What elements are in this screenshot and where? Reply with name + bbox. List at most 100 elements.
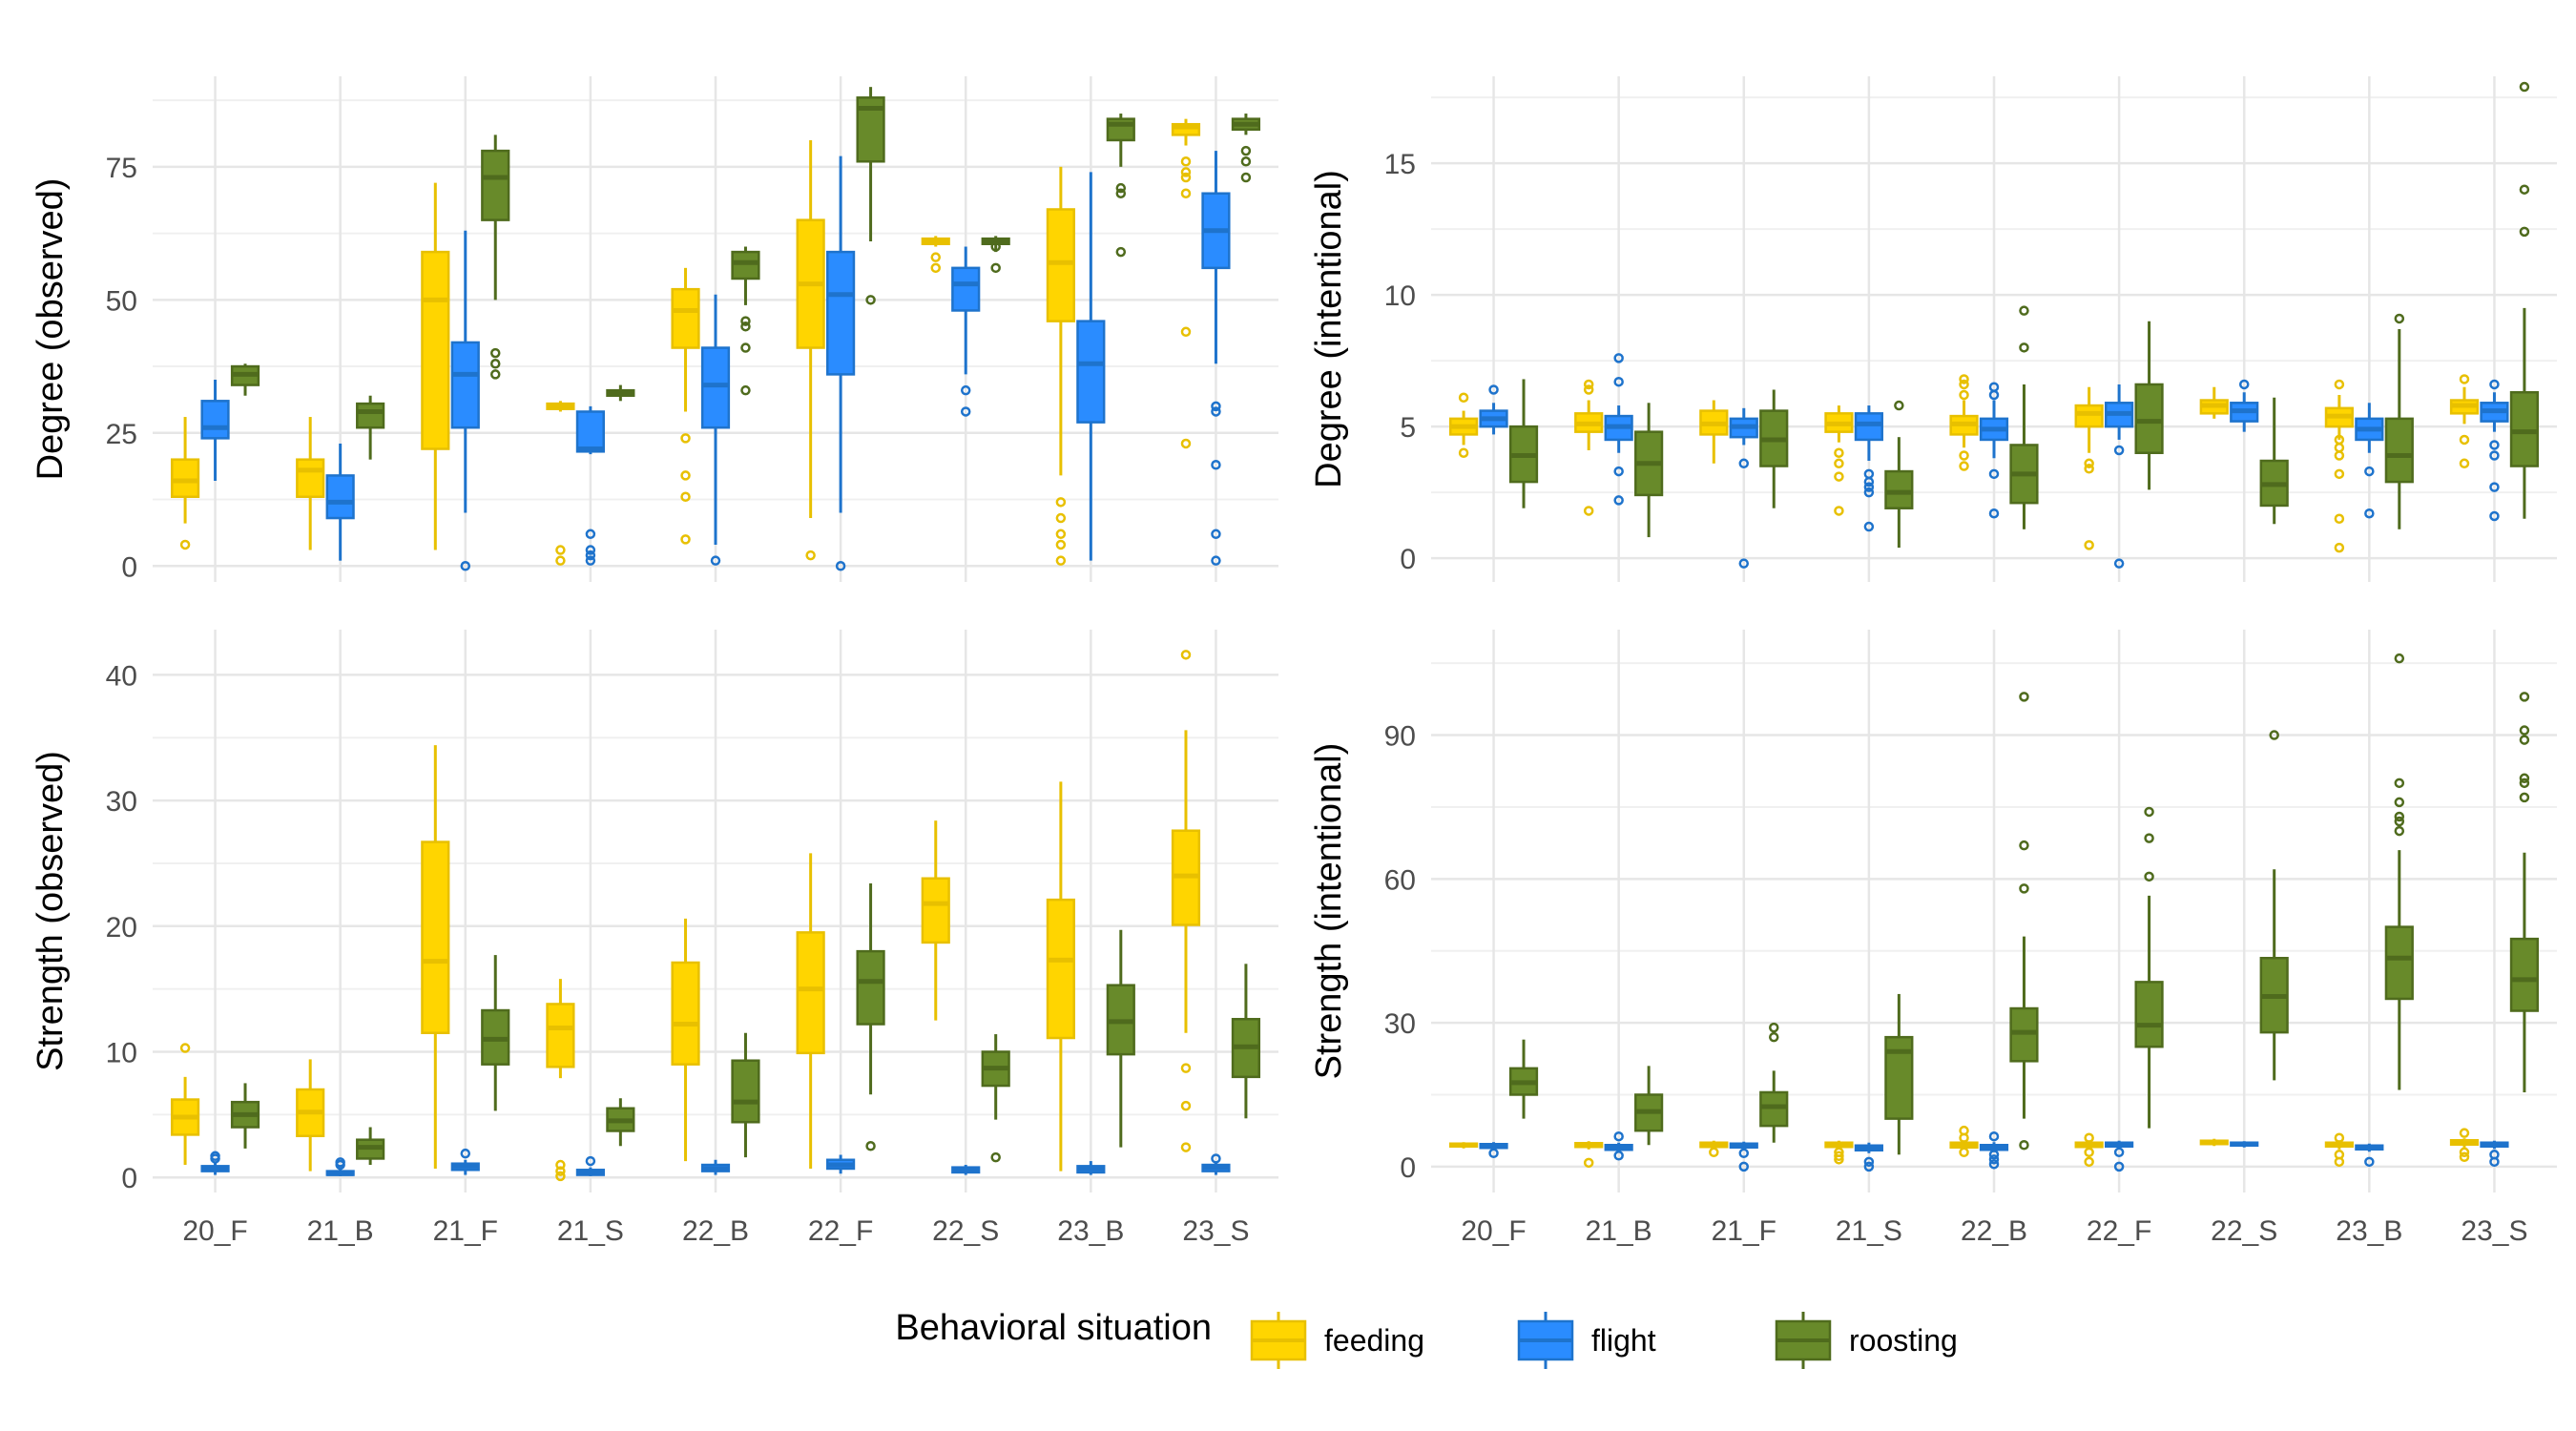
box-feeding-21_S (546, 979, 575, 1182)
box-body (2384, 417, 2414, 484)
box-roosting-23_B (1106, 114, 1135, 258)
box-body (325, 474, 355, 520)
outlier-point (2019, 1139, 2029, 1151)
box-roosting-22_B (2009, 305, 2039, 529)
outlier-point (2084, 1156, 2094, 1168)
outlier-point (2394, 825, 2405, 837)
box-body (575, 410, 605, 453)
outlier-point (1055, 555, 1067, 566)
box-body (951, 266, 981, 312)
y-tick-label: 30 (106, 786, 137, 818)
outlier-point (1988, 1130, 2000, 1142)
outlier-point (1834, 447, 1844, 458)
box-flight-22_B (1979, 382, 2009, 519)
outlier-point (1709, 1147, 1719, 1158)
box-body (2384, 925, 2414, 1001)
outlier-point (1180, 1063, 1192, 1073)
outlier-point (1583, 379, 1594, 390)
outlier-point (740, 342, 751, 353)
box-flight-23_B (1076, 1161, 1106, 1175)
outlier-point (2084, 1132, 2094, 1143)
outlier-point (1583, 506, 1594, 516)
x-tick-label: 22_B (682, 1215, 749, 1247)
outlier-point (2364, 466, 2375, 477)
outlier-point (2459, 1128, 2470, 1138)
outlier-point (1180, 326, 1192, 338)
box-body (1884, 469, 1914, 509)
box-feeding-22_B (671, 918, 700, 1162)
outlier-point (1055, 497, 1067, 508)
x-tick-label: 22_S (932, 1215, 999, 1247)
outlier-point (2084, 1147, 2094, 1158)
outlier-point (2519, 81, 2530, 93)
outlier-point (1834, 458, 1844, 469)
outlier-point (1894, 400, 1904, 411)
outlier-point (2113, 445, 2125, 456)
box-flight-22_S (951, 1165, 981, 1175)
outlier-point (1834, 506, 1844, 516)
box-feeding-21_S (1824, 1140, 1854, 1165)
outlier-point (680, 534, 691, 545)
box-feeding-23_S (2449, 374, 2480, 469)
outlier-point (2113, 1147, 2125, 1158)
series-flight (1479, 1130, 2509, 1172)
outlier-point (1738, 558, 1750, 569)
box-feeding-21_F (421, 182, 450, 550)
box-roosting-21_S (606, 1098, 635, 1147)
box-flight-23_S (1201, 1153, 1231, 1175)
x-tick-label: 20_F (182, 1215, 247, 1247)
outlier-point (2459, 434, 2470, 446)
outlier-point (1180, 438, 1192, 449)
outlier-point (2334, 434, 2345, 446)
outlier-point (2084, 540, 2094, 550)
y-axis-label: Strength (observed) (31, 751, 71, 1071)
box-roosting-21_F (481, 955, 510, 1111)
x-tick-label: 21_B (1586, 1215, 1652, 1247)
box-feeding-22_S (921, 820, 950, 1021)
outlier-point (489, 359, 501, 369)
outlier-point (1613, 353, 1624, 363)
outlier-point (1613, 1151, 1624, 1161)
box-flight-22_B (700, 1159, 731, 1175)
outlier-point (1180, 650, 1192, 660)
outlier-point (1115, 246, 1127, 258)
outlier-point (2459, 374, 2470, 384)
outlier-point (2334, 1132, 2345, 1143)
legend-label: roosting (1849, 1323, 1958, 1358)
outlier-point (1055, 529, 1067, 540)
box-feeding-22_S (2199, 1138, 2229, 1147)
box-roosting-20_F (1508, 379, 1539, 508)
outlier-point (2394, 816, 2405, 827)
box-roosting-21_S (1884, 400, 1914, 549)
outlier-point (1613, 466, 1624, 477)
outlier-point (555, 1166, 566, 1176)
box-feeding-21_B (1574, 379, 1604, 516)
outlier-point (2489, 510, 2500, 522)
box-flight-22_S (2230, 379, 2259, 432)
box-body (731, 250, 760, 280)
y-tick-label: 40 (106, 660, 137, 692)
outlier-point (1488, 1148, 1499, 1159)
box-roosting-22_S (981, 236, 1010, 274)
box-roosting-23_S (2509, 692, 2540, 1092)
box-roosting-21_B (1634, 1066, 1664, 1146)
outlier-point (1180, 1100, 1192, 1111)
box-flight-21_S (1854, 405, 1883, 532)
y-tick-label: 0 (121, 1163, 137, 1194)
box-feeding-22_F (2074, 386, 2104, 550)
box-flight-23_S (1201, 151, 1231, 566)
outlier-point (489, 369, 501, 380)
outlier-point (1988, 508, 2000, 519)
box-body (296, 458, 325, 498)
y-tick-label: 0 (121, 551, 137, 583)
x-tick-label: 22_S (2211, 1215, 2277, 1247)
box-roosting-21_B (1634, 403, 1664, 538)
box-roosting-23_B (2384, 653, 2414, 1090)
outlier-point (1988, 1154, 2000, 1165)
box-feeding-21_B (1574, 1141, 1604, 1169)
box-feeding-21_F (1699, 400, 1729, 464)
outlier-point (1055, 539, 1067, 550)
box-flight-22_F (826, 156, 856, 571)
outlier-point (835, 561, 846, 571)
box-roosting-23_S (1231, 114, 1261, 183)
